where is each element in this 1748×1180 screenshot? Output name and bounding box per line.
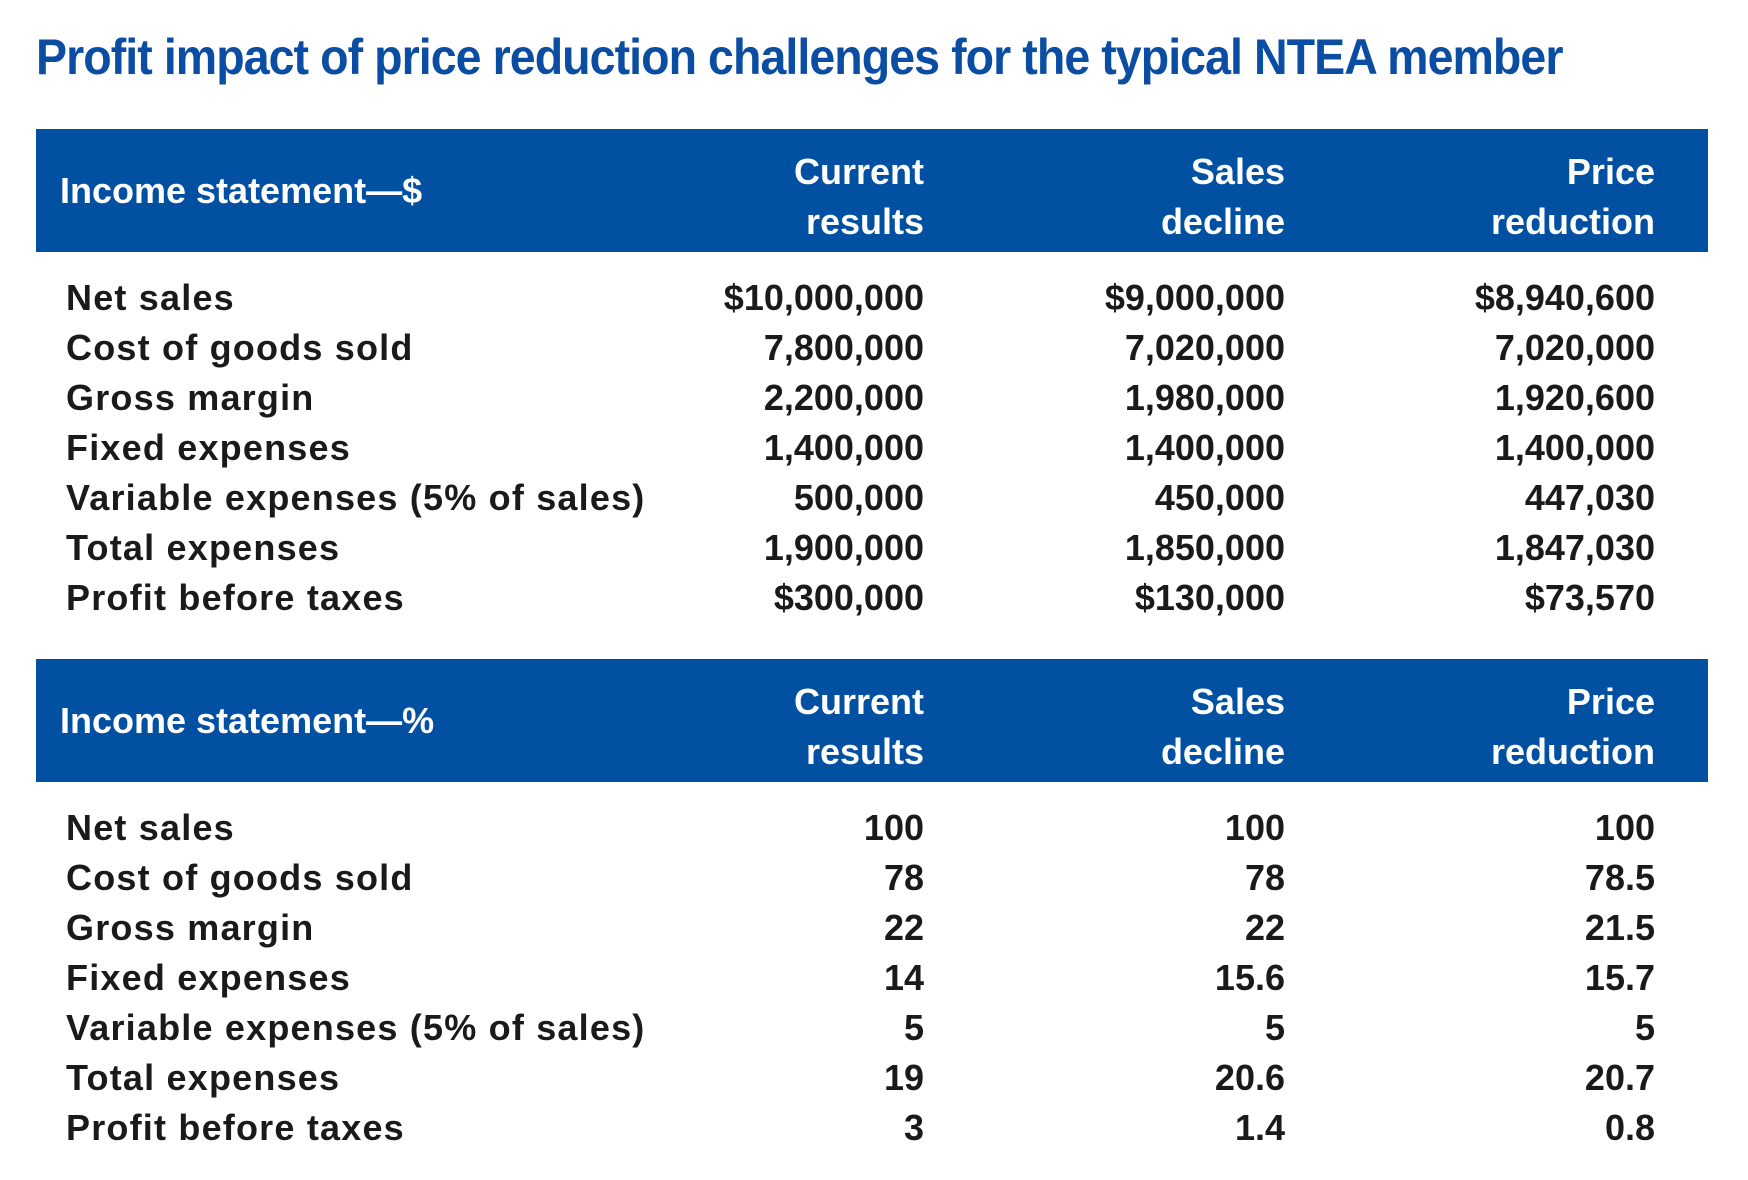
cell-value: 5 [1634,1007,1655,1048]
row-label: Total expenses [66,527,341,568]
cell-value: 78 [1244,857,1285,898]
table-row: Gross margin 22 22 21.5 [36,903,1708,953]
page-title: Profit impact of price reduction challen… [36,29,1563,85]
column-header-sales-decline: Sales decline [1160,681,1285,772]
cell-value: 1,400,000 [763,427,924,468]
column-header-sales-decline: Sales decline [1160,151,1285,242]
cell-value: $9,000,000 [1104,277,1285,318]
cell-value: 22 [883,907,924,948]
cell-value: 1,850,000 [1124,527,1285,568]
cell-value: $73,570 [1524,577,1655,618]
row-label: Profit before taxes [66,1107,405,1148]
cell-value: 15.6 [1214,957,1285,998]
row-label: Fixed expenses [66,427,351,468]
income-statement-percent: Income statement—% Current results Sales d… [36,659,1708,1148]
row-label: Cost of goods sold [66,327,414,368]
section-label-dollars: Income statement—$ [60,169,423,211]
row-label: Total expenses [66,1057,341,1098]
cell-value: 78 [883,857,924,898]
cell-value: 0.8 [1604,1107,1655,1148]
column-header-current-results: Current results [793,151,924,242]
row-label: Variable expenses (5% of sales) [66,1007,646,1048]
row-label: Profit before taxes [66,577,405,618]
cell-value: 450,000 [1154,477,1285,518]
row-label: Fixed expenses [66,957,351,998]
cell-value: 1,900,000 [763,527,924,568]
table-row: Fixed expenses 1,400,000 1,400,000 1,400,00… [36,423,1708,473]
cell-value: 15.7 [1584,957,1655,998]
table-row: Profit before taxes $300,000 $130,000 $73,5… [36,573,1708,623]
table-row: Profit before taxes 3 1.4 0.8 [36,1103,1708,1153]
cell-value: 100 [1224,807,1285,848]
cell-value: 22 [1244,907,1285,948]
cell-value: 1,400,000 [1494,427,1655,468]
table-header-percent: Income statement—% Current results Sales d… [36,659,1708,782]
income-statement-dollars: Income statement—$ Current results Sales d… [36,129,1708,618]
table-row: Net sales 100 100 100 [36,803,1708,853]
cell-value: 1,847,030 [1494,527,1655,568]
cell-value: 14 [883,957,924,998]
cell-value: 100 [1594,807,1655,848]
row-label: Net sales [66,277,235,318]
cell-value: 5 [1264,1007,1285,1048]
cell-value: $130,000 [1134,577,1285,618]
cell-value: 500,000 [793,477,924,518]
row-label: Gross margin [66,377,315,418]
cell-value: $10,000,000 [723,277,924,318]
column-header-current-results: Current results [793,681,924,772]
cell-value: 2,200,000 [763,377,924,418]
cell-value: 78.5 [1584,857,1655,898]
table-row: Fixed expenses 14 15.6 15.7 [36,953,1708,1003]
table-row: Gross margin 2,200,000 1,980,000 1,920,600 [36,373,1708,423]
table-row: Cost of goods sold 7,800,000 7,020,000 7,02… [36,323,1708,373]
table-row: Total expenses 1,900,000 1,850,000 1,847,03… [36,523,1708,573]
table-row: Variable expenses (5% of sales) 5 5 5 [36,1003,1708,1053]
cell-value: 1,920,600 [1494,377,1655,418]
table-row: Variable expenses (5% of sales) 500,000 45… [36,473,1708,523]
cell-value: 447,030 [1524,477,1655,518]
cell-value: $8,940,600 [1474,277,1655,318]
table-header-dollars: Income statement—$ Current results Sales d… [36,129,1708,252]
cell-value: 20.7 [1584,1057,1655,1098]
cell-value: 100 [863,807,924,848]
table-row: Net sales $10,000,000 $9,000,000 $8,940,600 [36,273,1708,323]
section-label-percent: Income statement—% [60,699,435,741]
column-header-price-reduction: Price reduction [1490,681,1655,772]
table-row: Total expenses 19 20.6 20.7 [36,1053,1708,1103]
cell-value: $300,000 [773,577,924,618]
column-header-price-reduction: Price reduction [1490,151,1655,242]
cell-value: 1.4 [1234,1107,1285,1148]
cell-value: 21.5 [1584,907,1655,948]
cell-value: 7,800,000 [763,327,924,368]
cell-value: 19 [883,1057,924,1098]
row-label: Variable expenses (5% of sales) [66,477,646,518]
row-label: Gross margin [66,907,315,948]
cell-value: 7,020,000 [1494,327,1655,368]
table-row: Cost of goods sold 78 78 78.5 [36,853,1708,903]
cell-value: 1,980,000 [1124,377,1285,418]
row-label: Net sales [66,807,235,848]
cell-value: 1,400,000 [1124,427,1285,468]
cell-value: 7,020,000 [1124,327,1285,368]
row-label: Cost of goods sold [66,857,414,898]
cell-value: 5 [903,1007,924,1048]
cell-value: 3 [903,1107,924,1148]
cell-value: 20.6 [1214,1057,1285,1098]
